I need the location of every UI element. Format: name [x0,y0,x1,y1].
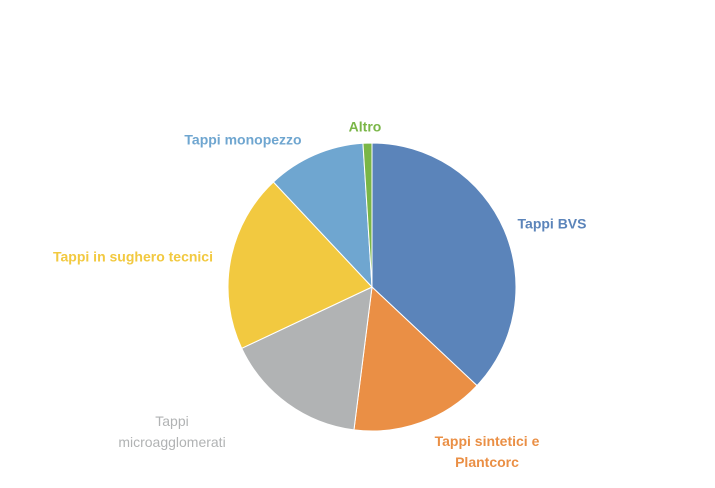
pie-slice [227,181,373,349]
slice-label: Tappi sintetici e Plantcorc [434,433,540,470]
pie-slice [353,285,478,432]
pie-slice [272,142,373,289]
slice-label: Tappi monopezzo [184,131,302,148]
slice-label: Tappi in sughero tecnici [53,248,213,265]
pie-slice [362,142,373,288]
slice-label: Altro [348,118,382,135]
slice-label: Tappi microagglomerati [118,413,226,450]
pie-slice [241,286,373,431]
slice-label: Tappi BVS [517,215,587,232]
pie-slice [371,142,517,387]
